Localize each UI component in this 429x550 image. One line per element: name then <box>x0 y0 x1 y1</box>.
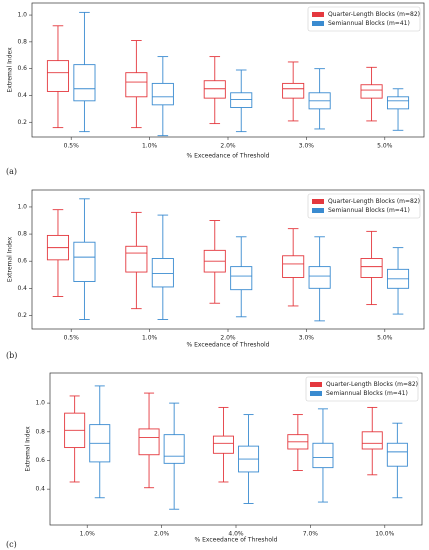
box <box>312 442 334 469</box>
x-tick-label: 3.0% <box>299 143 315 150</box>
y-axis-label: Extremal Index <box>7 47 14 93</box>
y-axis-label: Extremal Index <box>7 236 14 282</box>
x-tick-label: 1.0% <box>80 531 96 538</box>
y-axis-label: Extremal Index <box>25 426 32 472</box>
y-tick-label: 0.8 <box>17 231 27 238</box>
x-tick-label: 5.0% <box>377 335 393 342</box>
box <box>203 80 226 99</box>
x-tick-label: 1.0% <box>142 335 158 342</box>
box <box>360 84 383 99</box>
y-tick-label: 1.0 <box>35 400 45 407</box>
box <box>125 245 148 273</box>
legend-swatch <box>312 12 324 17</box>
legend-swatch <box>312 21 324 26</box>
y-tick-label: 0.6 <box>35 457 45 464</box>
y-tick-label: 0.4 <box>17 92 27 99</box>
box <box>308 266 331 289</box>
y-tick-label: 0.8 <box>35 428 45 435</box>
x-tick-label: 5.0% <box>377 143 393 150</box>
x-tick-label: 0.5% <box>64 335 80 342</box>
box <box>212 435 234 454</box>
box <box>151 258 174 288</box>
box <box>73 64 96 102</box>
legend-swatch <box>312 208 324 213</box>
box <box>361 431 383 450</box>
box <box>282 82 305 99</box>
x-axis-label: % Exceedance of Threshold <box>195 537 278 544</box>
legend-label: Quarter-Length Blocks (m=82) <box>328 11 420 18</box>
box <box>360 258 383 278</box>
y-tick-label: 1.0 <box>17 12 27 19</box>
x-tick-label: 0.5% <box>64 143 80 150</box>
x-tick-label: 1.0% <box>142 143 158 150</box>
y-tick-label: 0.8 <box>17 38 27 45</box>
box <box>151 82 174 106</box>
box <box>138 428 160 456</box>
legend-swatch <box>312 199 324 204</box>
panel-label: (b) <box>6 351 17 360</box>
panel-label: (a) <box>6 167 17 176</box>
x-tick-label: 7.0% <box>303 531 319 538</box>
legend-box <box>305 376 419 402</box>
legend-label: Quarter-Length Blocks (m=82) <box>326 381 418 388</box>
box <box>230 92 253 108</box>
y-tick-label: 0.2 <box>17 119 27 126</box>
x-tick-label: 2.0% <box>220 335 236 342</box>
box <box>230 266 253 291</box>
box <box>46 60 70 92</box>
legend-label: Semiannual Blocks (m=41) <box>328 20 410 27</box>
y-tick-label: 0.4 <box>17 285 27 292</box>
legend-swatch <box>310 382 322 387</box>
box <box>73 241 96 282</box>
legend-label: Semiannual Blocks (m=41) <box>326 390 408 397</box>
box <box>282 255 305 278</box>
legend-box <box>307 193 421 219</box>
y-tick-label: 0.6 <box>17 65 27 72</box>
x-tick-label: 10.0% <box>375 531 394 538</box>
legend-label: Quarter-Length Blocks (m=82) <box>328 198 420 205</box>
x-axis-label: % Exceedance of Threshold <box>187 153 270 160</box>
legend-swatch <box>310 391 322 396</box>
x-tick-label: 3.0% <box>299 335 315 342</box>
box <box>386 96 410 110</box>
x-tick-label: 2.0% <box>154 531 170 538</box>
x-axis-label: % Exceedance of Threshold <box>187 342 270 349</box>
x-tick-label: 4.0% <box>228 531 244 538</box>
y-tick-label: 0.2 <box>17 312 27 319</box>
panel-label: (c) <box>6 540 17 549</box>
y-tick-label: 0.6 <box>17 258 27 265</box>
box <box>125 72 148 98</box>
y-tick-label: 1.0 <box>17 203 27 210</box>
box <box>163 434 185 464</box>
legend-box <box>307 6 421 32</box>
legend-label: Semiannual Blocks (m=41) <box>328 207 410 214</box>
y-tick-label: 0.4 <box>35 486 45 493</box>
box <box>386 442 408 467</box>
x-tick-label: 2.0% <box>220 143 236 150</box>
